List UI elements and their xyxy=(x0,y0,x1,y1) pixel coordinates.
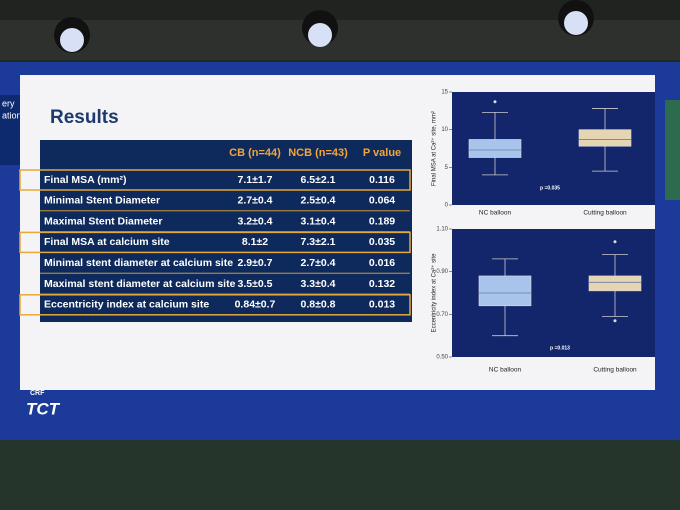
table-cell: 0.8±0.8 xyxy=(301,299,336,311)
x-tick-label: NC balloon xyxy=(489,367,522,374)
table-header: P value xyxy=(363,147,401,159)
logo-small: CRF xyxy=(30,390,45,397)
outlier xyxy=(613,240,617,244)
box xyxy=(578,129,632,147)
row-label: Eccentricity index at calcium site xyxy=(44,299,209,311)
slide-title: Results xyxy=(50,107,119,128)
y-tick-label: 0.90 xyxy=(436,269,448,275)
y-tick-label: 15 xyxy=(441,90,448,96)
light xyxy=(60,28,84,52)
side-text: ery xyxy=(2,98,15,108)
table-cell: 2.9±0.7 xyxy=(238,257,273,269)
annotation: p =0.013 xyxy=(550,345,570,351)
row-label: Maximal Stent Diameter xyxy=(44,215,162,227)
table-cell: 0.064 xyxy=(369,195,395,207)
y-axis-label: Final MSA at Ca²⁺ site, mm² xyxy=(431,111,438,186)
logo: TCT xyxy=(26,399,61,418)
table-cell: 3.2±0.4 xyxy=(238,215,273,227)
table-cell: 2.5±0.4 xyxy=(301,195,336,207)
table-cell: 3.1±0.4 xyxy=(301,215,336,227)
table-header: NCB (n=43) xyxy=(288,147,348,159)
y-tick-label: 5 xyxy=(445,165,449,171)
y-tick-label: 1.10 xyxy=(436,227,448,233)
table-cell: 7.3±2.1 xyxy=(301,236,336,248)
side-panel xyxy=(665,100,680,200)
table-cell: 0.189 xyxy=(369,215,395,227)
y-tick-label: 0.50 xyxy=(436,355,448,361)
table-header: CB (n=44) xyxy=(229,147,281,159)
row-frame xyxy=(19,169,411,191)
light xyxy=(564,11,588,35)
light xyxy=(308,23,332,47)
row-label: Final MSA at calcium site xyxy=(44,236,170,248)
y-axis-label: Eccentricity index at Ca²⁺ site xyxy=(431,253,438,333)
table-cell: 0.016 xyxy=(369,257,395,269)
row-label: Final MSA (mm²) xyxy=(44,174,126,186)
outlier xyxy=(493,100,497,104)
outlier xyxy=(613,319,617,323)
y-tick-label: 0.70 xyxy=(436,312,448,318)
table-cell: 2.7±0.4 xyxy=(301,257,336,269)
charts: Final MSA at Ca²⁺ site, mm² 0 5 10 15 NC ball… xyxy=(431,90,655,374)
table: CB (n=44) NCB (n=43) P value Final MSA (mm²… xyxy=(19,147,411,316)
table-cell: 6.5±2.1 xyxy=(301,174,336,186)
table-cell: 0.84±0.7 xyxy=(235,299,276,311)
row-label: Minimal stent diameter at calcium site xyxy=(44,257,233,269)
x-tick-label: Cutting balloon xyxy=(593,367,637,374)
floor xyxy=(0,440,680,510)
table-cell: 8.1±2 xyxy=(242,236,268,248)
row-label: Maximal stent diameter at calcium site xyxy=(44,278,236,290)
row-frame xyxy=(19,294,411,316)
table-cell: 2.7±0.4 xyxy=(238,195,273,207)
box xyxy=(588,275,642,292)
table-cell: 0.132 xyxy=(369,278,395,290)
box xyxy=(468,139,522,158)
row-frame xyxy=(19,231,411,254)
x-tick-label: NC balloon xyxy=(479,210,512,217)
table-cell: 0.116 xyxy=(369,174,395,186)
side-text: ation xyxy=(2,110,22,120)
table-cell: 3.5±0.5 xyxy=(238,278,273,290)
y-tick-label: 0 xyxy=(445,203,449,209)
table-cell: 7.1±1.7 xyxy=(238,174,273,186)
y-tick-label: 10 xyxy=(441,127,448,133)
table-cell: 0.035 xyxy=(369,236,395,248)
x-tick-label: Cutting balloon xyxy=(583,210,627,217)
annotation: p =0.035 xyxy=(540,185,560,191)
row-label: Minimal Stent Diameter xyxy=(44,195,160,207)
box xyxy=(478,275,532,307)
table-cell: 3.3±0.4 xyxy=(301,278,336,290)
table-cell: 0.013 xyxy=(369,299,395,311)
